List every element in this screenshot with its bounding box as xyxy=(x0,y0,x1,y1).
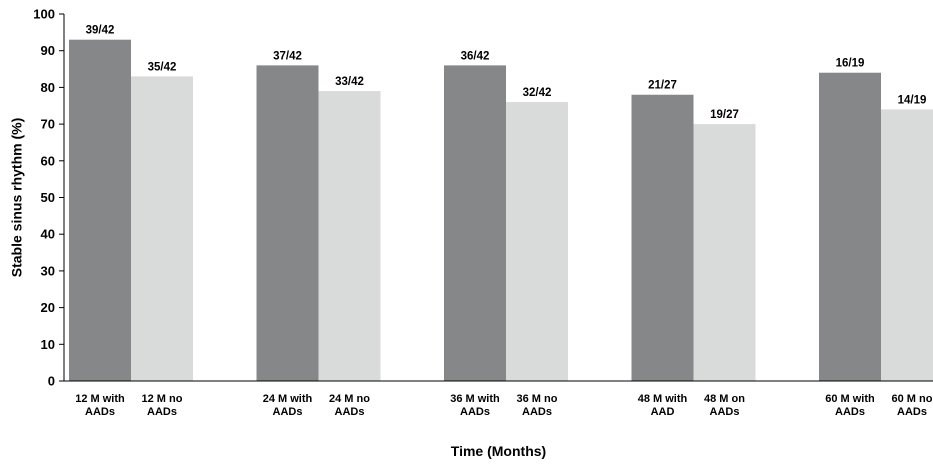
bar xyxy=(256,65,319,381)
category-label: 24 M no xyxy=(329,393,370,405)
category-label: AADs xyxy=(85,406,115,418)
category-label: AADs xyxy=(460,406,490,418)
category-label: AADs xyxy=(522,406,552,418)
bar-data-label: 35/42 xyxy=(148,61,177,73)
bar xyxy=(881,109,933,382)
category-label: AADs xyxy=(335,406,365,418)
y-tick-label: 10 xyxy=(41,337,55,352)
y-tick-label: 90 xyxy=(41,43,55,58)
category-label: AADs xyxy=(147,406,177,418)
y-tick-label: 100 xyxy=(33,7,55,22)
y-axis-ticks: 0 10 20 30 40 50 60 70 80 90 100 xyxy=(33,7,64,389)
category-label: 48 M on xyxy=(704,393,745,405)
bar-data-label: 33/42 xyxy=(335,76,364,88)
bar-data-label: 39/42 xyxy=(86,25,115,37)
category-label: AADs xyxy=(835,406,865,418)
bar-data-label: 37/42 xyxy=(273,50,302,62)
y-tick-label: 80 xyxy=(41,80,55,95)
category-label: 12 M with xyxy=(75,393,125,405)
category-label: AADs xyxy=(273,406,303,418)
y-tick-label: 70 xyxy=(41,117,55,132)
bar-data-label: 21/27 xyxy=(648,80,677,92)
category-label: 24 M with xyxy=(263,393,313,405)
bar xyxy=(318,91,381,381)
category-label: 48 M with xyxy=(638,393,688,405)
data-labels: 39/42 35/42 37/42 33/42 36/42 32/42 21/27 19/27… xyxy=(86,25,927,121)
bar-data-label: 36/42 xyxy=(461,50,490,62)
bar xyxy=(631,94,694,382)
category-label: 36 M with xyxy=(450,393,500,405)
y-tick-label: 0 xyxy=(48,374,55,389)
y-tick-label: 30 xyxy=(41,263,55,278)
bar xyxy=(131,76,193,381)
x-axis-title: Time (Months) xyxy=(451,443,546,459)
bar-data-label: 32/42 xyxy=(523,87,552,99)
category-label: AADs xyxy=(710,406,740,418)
bar xyxy=(69,39,131,381)
category-label: 60 M with xyxy=(825,393,875,405)
category-label: AAD xyxy=(651,406,675,418)
bar-data-label: 19/27 xyxy=(710,109,739,121)
category-label: AADs xyxy=(897,406,927,418)
category-label: 60 M no xyxy=(892,393,933,405)
bar xyxy=(444,65,506,381)
y-tick-label: 60 xyxy=(41,153,55,168)
bar xyxy=(506,102,568,381)
bar xyxy=(819,72,881,381)
category-label: 36 M no xyxy=(517,393,558,405)
y-tick-label: 40 xyxy=(41,227,55,242)
bar-data-label: 16/19 xyxy=(836,58,865,70)
bars xyxy=(69,39,933,382)
category-label: 12 M no xyxy=(142,393,183,405)
y-tick-label: 50 xyxy=(41,190,55,205)
bar-data-label: 14/19 xyxy=(898,94,927,106)
y-tick-label: 20 xyxy=(41,300,55,315)
y-axis-title: Stable sinus rhythm (%) xyxy=(9,118,25,277)
bar xyxy=(693,124,756,381)
